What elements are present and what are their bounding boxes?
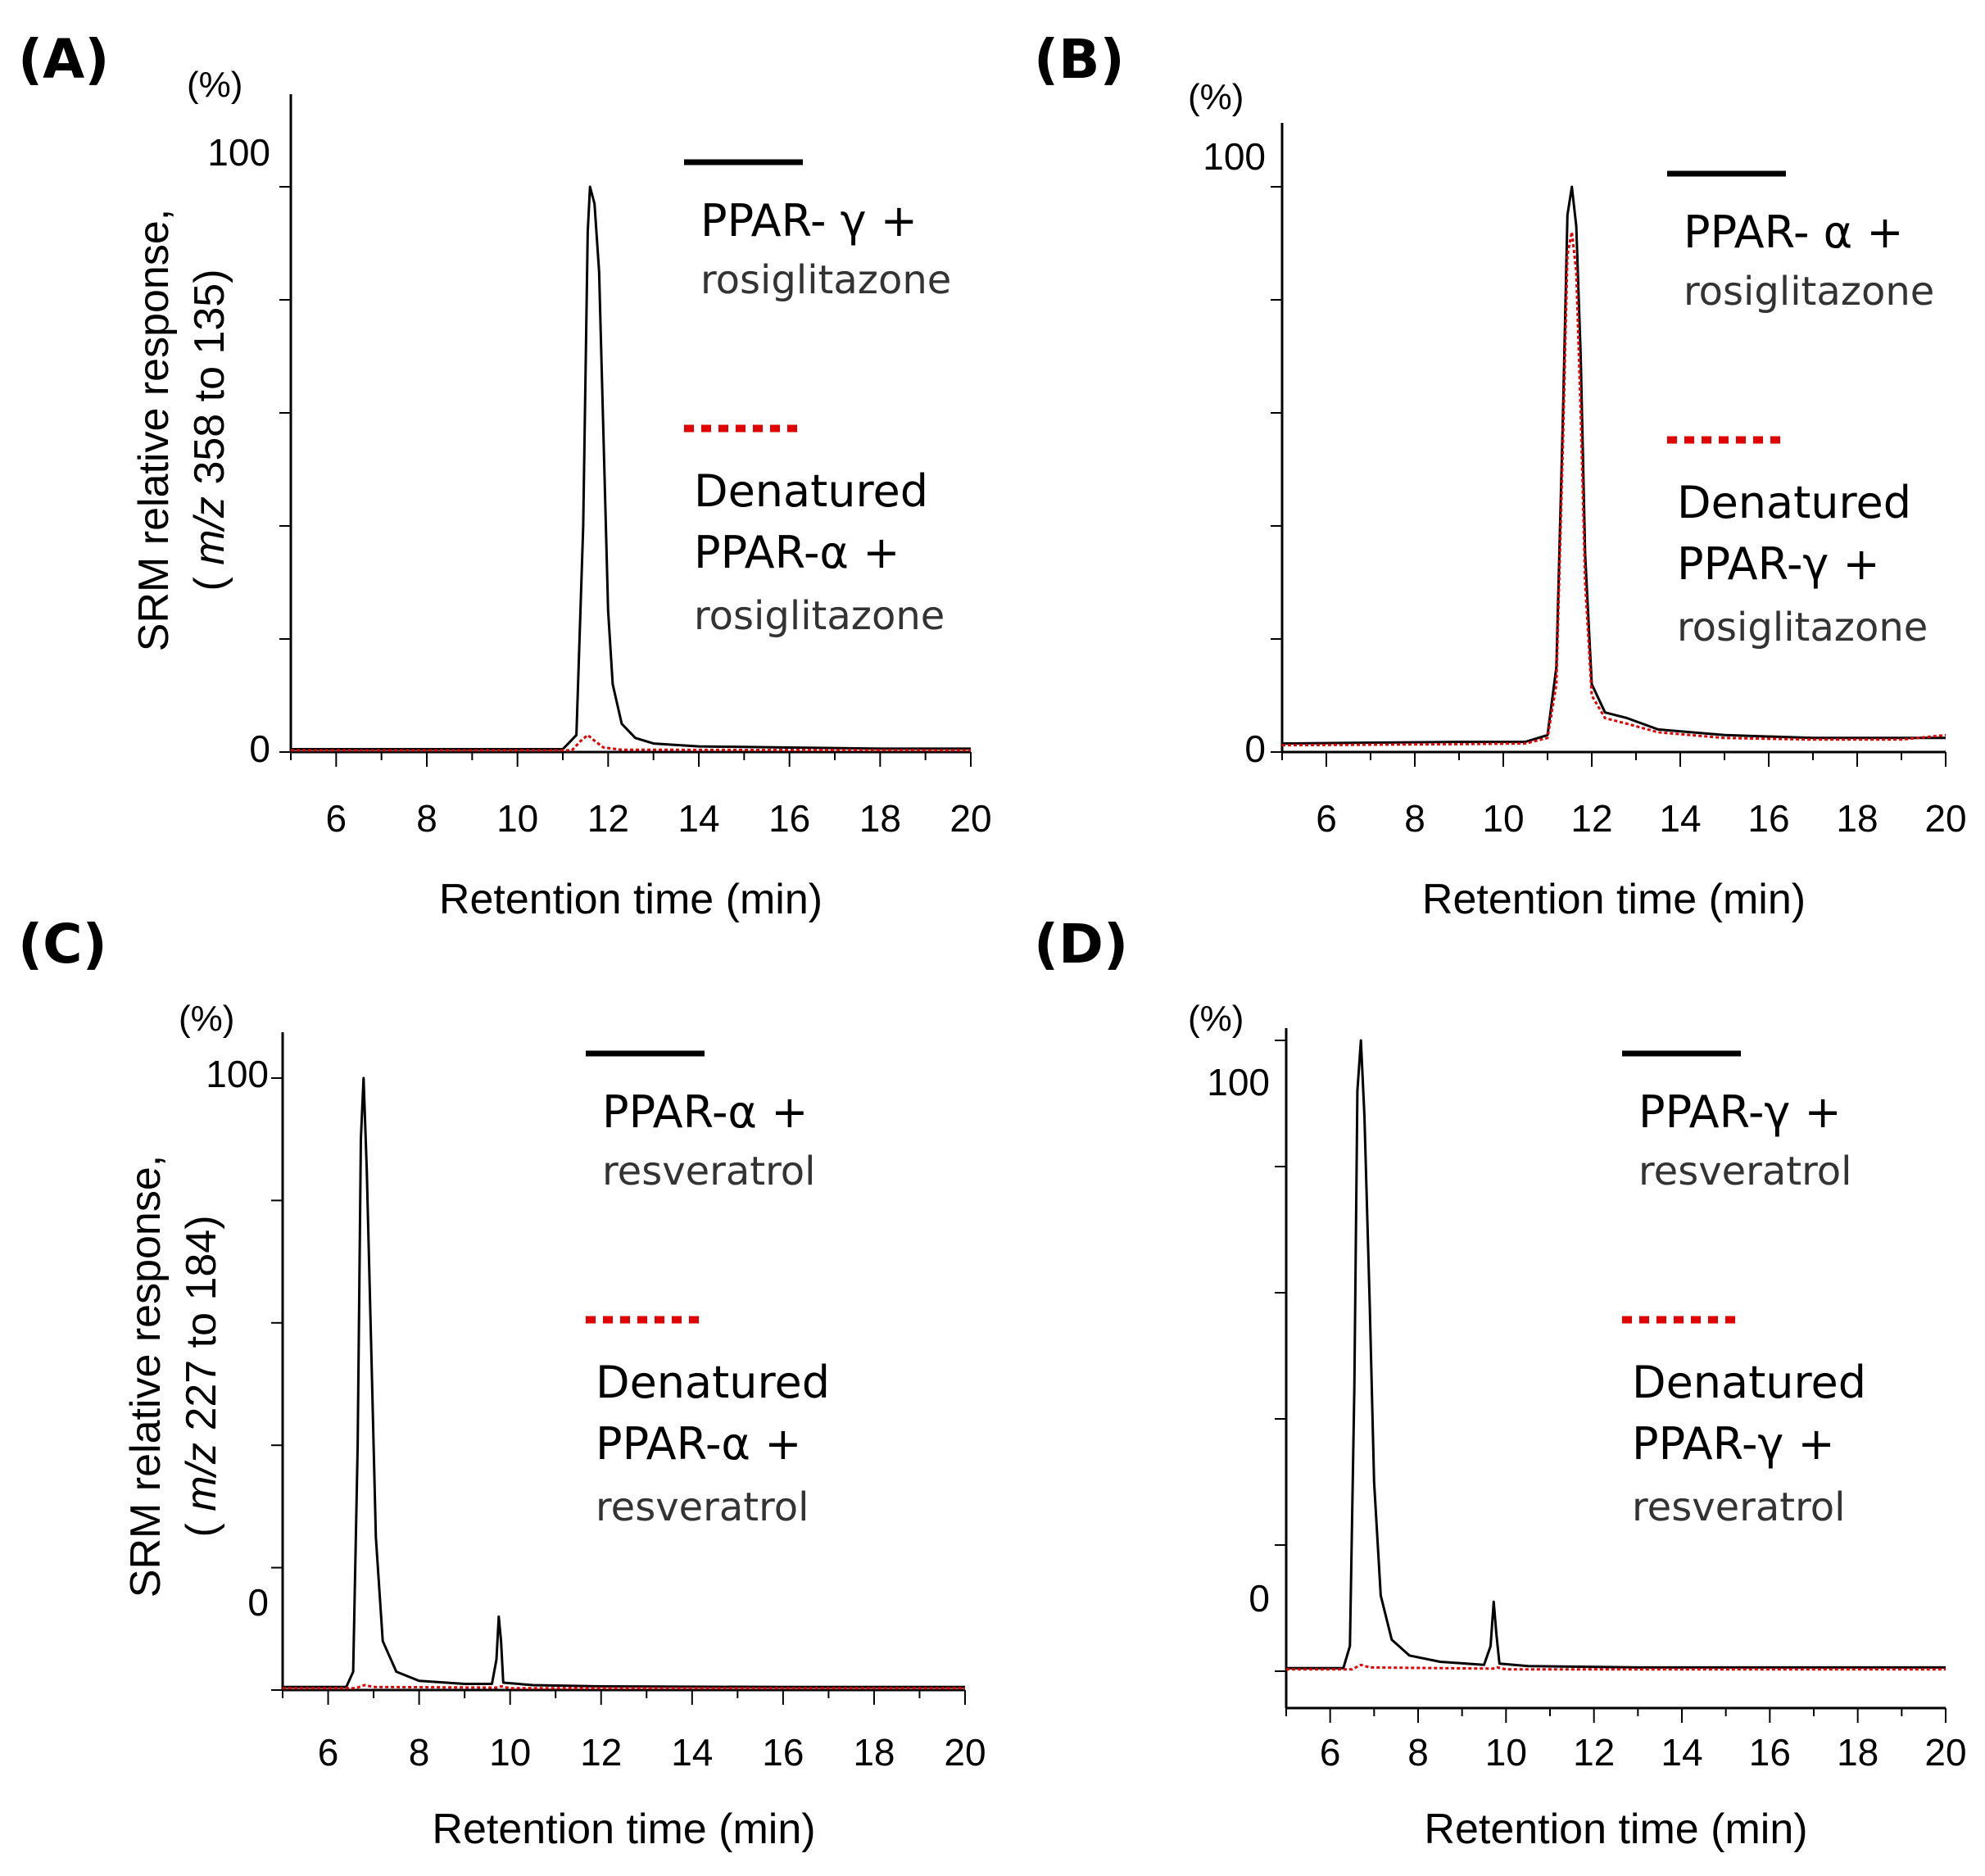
legend-entry-label: PPAR-γ +: [1638, 1086, 1842, 1138]
y-unit-label: (%): [1188, 999, 1244, 1039]
series-line-denatured: [291, 733, 972, 752]
legend: PPAR- α + rosiglitazone Denatured PPAR-γ + r…: [1667, 170, 1934, 650]
legend-entry-sublabel: rosiglitazone: [1677, 605, 1928, 650]
legend-entry-label: Denatured: [1632, 1357, 1866, 1408]
x-tick-label: 8: [1404, 797, 1425, 840]
x-tick-label: 10: [1482, 797, 1524, 840]
y-tick-label-0: 0: [247, 1581, 269, 1624]
chart-panel-b: (B) (%) 100 0 6 8 10 12 14 16 18 20 Retention time (…: [1034, 28, 1967, 923]
x-tick-label: 20: [949, 797, 991, 840]
series-line-native: [1286, 1039, 1946, 1670]
x-tick-label: 12: [587, 797, 629, 840]
x-tick-label: 10: [496, 797, 538, 840]
x-tick-label: 8: [416, 797, 437, 840]
panel-label: (B): [1034, 28, 1125, 91]
x-tick-label: 16: [768, 797, 810, 840]
x-tick-label: 14: [1661, 1731, 1702, 1774]
y-unit-label: (%): [179, 999, 234, 1039]
legend-entry-sublabel: rosiglitazone: [700, 257, 951, 303]
legend-entry-label: Denatured: [694, 465, 928, 517]
x-tick-label: 12: [1573, 1731, 1615, 1774]
x-tick-label: 14: [1659, 797, 1701, 840]
series-line-denatured: [1286, 1663, 1946, 1671]
x-tick-label: 16: [1747, 797, 1789, 840]
y-axis-label: SRM relative response,( m/z 227 to 184): [122, 1155, 225, 1597]
x-tick-label: 6: [1320, 1731, 1341, 1774]
chart-panel-c: (C) (%) 100 0 6 8 10 12 14 16 18 20 Retention time (…: [18, 913, 986, 1853]
x-tick-label: 18: [1837, 1731, 1878, 1774]
x-tick-label: 6: [326, 797, 347, 840]
series-line-native: [291, 185, 971, 750]
x-tick-label: 16: [762, 1731, 804, 1774]
legend-entry-sublabel: resveratrol: [1638, 1149, 1852, 1194]
y-tick-label-100: 100: [1207, 1061, 1270, 1103]
legend: PPAR- γ + rosiglitazone Denatured PPAR-α + r…: [684, 159, 951, 639]
x-axis-label: Retention time (min): [439, 876, 823, 923]
y-tick-label-0: 0: [1244, 727, 1266, 770]
x-tick-label: 18: [1836, 797, 1878, 840]
y-unit-label: (%): [1188, 77, 1244, 117]
x-axis-label: Retention time (min): [432, 1806, 815, 1853]
y-tick-label-0: 0: [1249, 1577, 1270, 1620]
x-tick-label: 16: [1749, 1731, 1791, 1774]
legend-entry-sublabel: resveratrol: [596, 1484, 809, 1530]
x-tick-label: 8: [1407, 1731, 1429, 1774]
x-tick-label: 20: [1924, 797, 1966, 840]
series-line-denatured: [1281, 230, 1946, 747]
y-unit-label: (%): [187, 65, 242, 105]
chart-panel-d: (D) (%) 100 0 6 8 10 12 14 16 18 20 Retention time (…: [1034, 913, 1967, 1853]
y-axis-label: SRM relative response,( m/z 358 to 135): [130, 209, 233, 651]
y-tick-label-100: 100: [206, 1053, 269, 1095]
x-tick-label: 18: [853, 1731, 895, 1774]
x-tick-label: 20: [1924, 1731, 1966, 1774]
legend-entry-label: PPAR-γ +: [1632, 1418, 1835, 1470]
panel-label: (C): [18, 913, 107, 976]
panel-label: (D): [1034, 913, 1128, 976]
legend-entry-label: PPAR-α +: [596, 1418, 801, 1470]
legend-entry-sublabel: rosiglitazone: [694, 593, 945, 639]
series-line-native: [283, 1076, 965, 1688]
x-tick-label: 20: [944, 1731, 986, 1774]
chart-panel-a: (A) (%) 100 0 6 8 10 12 14 16 18 20 Retention time (…: [18, 28, 992, 923]
x-tick-label: 12: [580, 1731, 622, 1774]
legend-entry-sublabel: resveratrol: [602, 1149, 816, 1194]
x-tick-label: 10: [489, 1731, 531, 1774]
series-line-native: [1281, 185, 1946, 745]
legend-entry-label: PPAR-α +: [694, 527, 900, 578]
x-axis-label: Retention time (min): [1424, 1806, 1807, 1853]
x-tick-label: 14: [678, 797, 719, 840]
panel-label: (A): [18, 28, 109, 91]
x-tick-label: 8: [409, 1731, 430, 1774]
legend-entry-sublabel: resveratrol: [1632, 1484, 1846, 1530]
legend-entry-label: Denatured: [1677, 477, 1911, 528]
y-tick-label-100: 100: [207, 131, 270, 174]
x-axis-label: Retention time (min): [1422, 876, 1806, 923]
x-tick-label: 18: [859, 797, 901, 840]
legend-entry-label: PPAR- α +: [1684, 206, 1904, 258]
legend-entry-label: Denatured: [596, 1357, 830, 1408]
legend-entry-label: PPAR-α +: [602, 1086, 808, 1138]
x-tick-label: 14: [671, 1731, 713, 1774]
x-tick-label: 6: [1316, 797, 1337, 840]
legend: PPAR-α + resveratrol Denatured PPAR-α + resv…: [586, 1050, 830, 1530]
y-tick-label-0: 0: [249, 727, 270, 770]
x-tick-label: 10: [1485, 1731, 1527, 1774]
legend-entry-sublabel: rosiglitazone: [1684, 269, 1934, 315]
legend: PPAR-γ + resveratrol Denatured PPAR-γ + resv…: [1622, 1050, 1866, 1530]
legend-entry-label: PPAR-γ +: [1677, 538, 1880, 590]
legend-entry-label: PPAR- γ +: [700, 195, 918, 247]
y-tick-label-100: 100: [1203, 135, 1266, 178]
x-tick-label: 6: [318, 1731, 339, 1774]
x-tick-label: 12: [1570, 797, 1612, 840]
